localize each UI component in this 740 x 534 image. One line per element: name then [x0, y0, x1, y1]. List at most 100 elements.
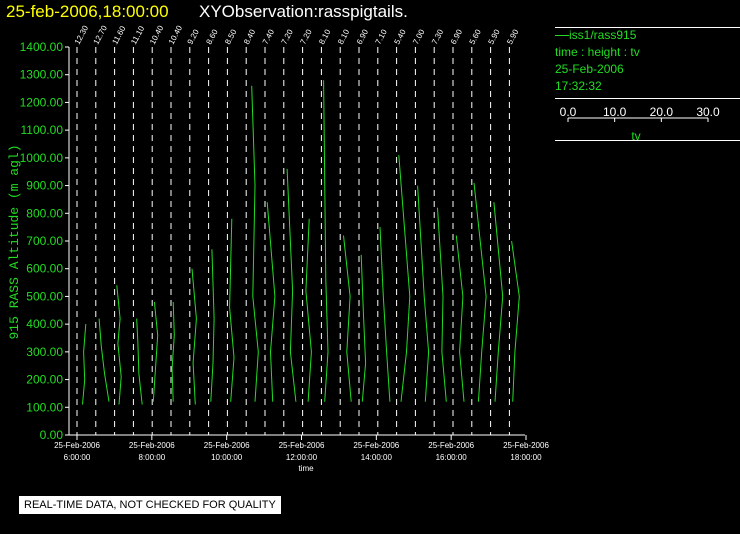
- tv-profile-line: [417, 185, 430, 402]
- tv-profile-line: [360, 254, 367, 402]
- x-tick-time: 10:00:00: [211, 453, 243, 462]
- profile-offset-label: 7.20: [280, 27, 296, 45]
- tv-profile-line: [379, 227, 391, 402]
- y-tick-label: 1000.00: [20, 151, 64, 165]
- profile-offset-label: 7.30: [430, 27, 446, 45]
- profile-offset-label: 8.40: [242, 27, 258, 45]
- x-axis-label: time: [298, 464, 314, 473]
- x-tick-time: 6:00:00: [64, 453, 91, 462]
- legend-scale-label: tv: [631, 129, 640, 143]
- tv-profile-line: [191, 268, 197, 405]
- y-tick-label: 1100.00: [21, 123, 64, 137]
- tv-profile-line: [229, 218, 235, 402]
- profile-offset-label: 5.90: [505, 27, 521, 45]
- x-axis-ticks: 25-Feb-2006 6:00:00 25-Feb-2006 8:00:00 25-F…: [54, 435, 549, 462]
- profile-offset-label: 11.10: [129, 24, 146, 46]
- legend-time: 17:32:32: [555, 79, 602, 93]
- profile-offset-label: 5.90: [486, 27, 502, 45]
- profile-reference-lines: [76, 47, 510, 435]
- legend-scale-tick-label: 10.0: [603, 105, 627, 119]
- profile-offset-label: 8.60: [204, 27, 220, 45]
- tv-profiles: [82, 80, 520, 405]
- y-tick-label: 600.00: [26, 262, 63, 276]
- profile-offset-label: 8.10: [317, 27, 333, 45]
- profile-offset-label: 7.20: [298, 27, 314, 45]
- profile-offset-label: 6.90: [449, 27, 465, 45]
- legend-variables: time : height : tv: [555, 45, 640, 59]
- y-tick-label: 300.00: [26, 345, 63, 359]
- profile-offset-label: 8.50: [223, 27, 239, 45]
- x-tick-date: 25-Feb-2006: [54, 441, 100, 450]
- tv-profile-line: [323, 80, 329, 402]
- x-tick-date: 25-Feb-2006: [503, 441, 549, 450]
- tv-profile-line: [116, 285, 122, 405]
- legend-series-swatch: [555, 35, 569, 37]
- tv-profile-line: [266, 202, 276, 402]
- profile-offset-labels: 12.30 12.70 11.60 11.10 10.40 10.40 9.20 8.60 8.…: [73, 24, 521, 46]
- y-tick-label: 200.00: [26, 373, 63, 387]
- y-tick-label: 400.00: [26, 317, 63, 331]
- profile-offset-label: 10.40: [167, 24, 185, 46]
- tv-profile-line: [305, 218, 312, 402]
- legend-divider-top: [555, 27, 740, 28]
- y-tick-label: 0.00: [40, 428, 64, 442]
- x-tick-time: 18:00:00: [510, 453, 542, 462]
- legend-series-row: iss1/rass915: [555, 27, 740, 44]
- y-tick-label: 500.00: [26, 289, 63, 303]
- quality-disclaimer: REAL-TIME DATA, NOT CHECKED FOR QUALITY: [19, 496, 281, 514]
- x-tick-date: 25-Feb-2006: [129, 441, 175, 450]
- y-axis-label: 915 RASS Altitude (m agl): [7, 144, 22, 339]
- profile-offset-label: 12.70: [92, 24, 110, 46]
- x-tick-time: 16:00:00: [436, 453, 468, 462]
- legend-scale-tick-label: 30.0: [696, 105, 720, 119]
- y-tick-label: 1200.00: [20, 95, 64, 109]
- y-tick-label: 700.00: [26, 234, 63, 248]
- profile-offset-label: 10.40: [148, 24, 166, 46]
- x-tick-date: 25-Feb-2006: [204, 441, 250, 450]
- tv-profile-line: [493, 202, 504, 402]
- profile-offset-label: 11.60: [110, 24, 127, 46]
- tv-profile-line: [98, 318, 110, 402]
- profile-offset-label: 7.40: [261, 27, 277, 45]
- legend-date: 25-Feb-2006: [555, 62, 624, 76]
- x-tick-date: 25-Feb-2006: [279, 441, 325, 450]
- profile-offset-label: 12.30: [73, 24, 91, 46]
- y-tick-label: 1400.00: [20, 40, 64, 54]
- tv-profile-line: [455, 235, 465, 402]
- tv-profile-line: [398, 155, 411, 402]
- legend-series-name: iss1/rass915: [569, 28, 637, 42]
- legend-panel: iss1/rass915 time : height : tv 25-Feb-2…: [555, 27, 740, 95]
- tv-profile-line: [286, 168, 297, 402]
- profile-offset-label: 7.00: [411, 27, 427, 45]
- header-observation-title: XYObservation:rasspigtails.: [199, 2, 408, 21]
- y-tick-label: 800.00: [26, 206, 63, 220]
- tv-profile-line: [437, 207, 447, 402]
- header-date-time: 25-feb-2006,18:00:00: [6, 2, 169, 21]
- tv-profile-line: [343, 235, 352, 402]
- tv-profile-line: [210, 249, 215, 402]
- profile-offset-label: 9.20: [186, 27, 202, 45]
- profile-offset-label: 5.40: [392, 27, 408, 45]
- tv-profile-line: [473, 182, 487, 402]
- tv-profile-line: [136, 318, 143, 405]
- profile-offset-label: 7.10: [374, 27, 390, 45]
- y-axis-ticks: 0.00 100.00 200.00 300.00 400.00 500.00 600.00…: [20, 40, 69, 442]
- x-tick-date: 25-Feb-2006: [353, 441, 399, 450]
- legend-tv-scale: 0.0 10.0 20.0 30.0 tv: [560, 105, 720, 143]
- y-tick-label: 1300.00: [20, 68, 64, 82]
- y-tick-label: 100.00: [26, 400, 63, 414]
- x-tick-time: 14:00:00: [361, 453, 393, 462]
- tv-profile-line: [82, 324, 87, 405]
- x-tick-time: 12:00:00: [286, 453, 318, 462]
- legend-scale-tick-label: 0.0: [560, 105, 577, 119]
- x-tick-time: 8:00:00: [138, 453, 165, 462]
- tv-profile-line: [171, 301, 175, 402]
- tv-profile-line: [152, 301, 159, 402]
- profile-offset-label: 6.90: [355, 27, 371, 45]
- x-tick-date: 25-Feb-2006: [428, 441, 474, 450]
- tv-profile-line: [511, 240, 520, 402]
- legend-divider-bottom: [555, 140, 740, 141]
- tv-profile-line: [251, 85, 259, 402]
- legend-divider-mid: [555, 98, 740, 99]
